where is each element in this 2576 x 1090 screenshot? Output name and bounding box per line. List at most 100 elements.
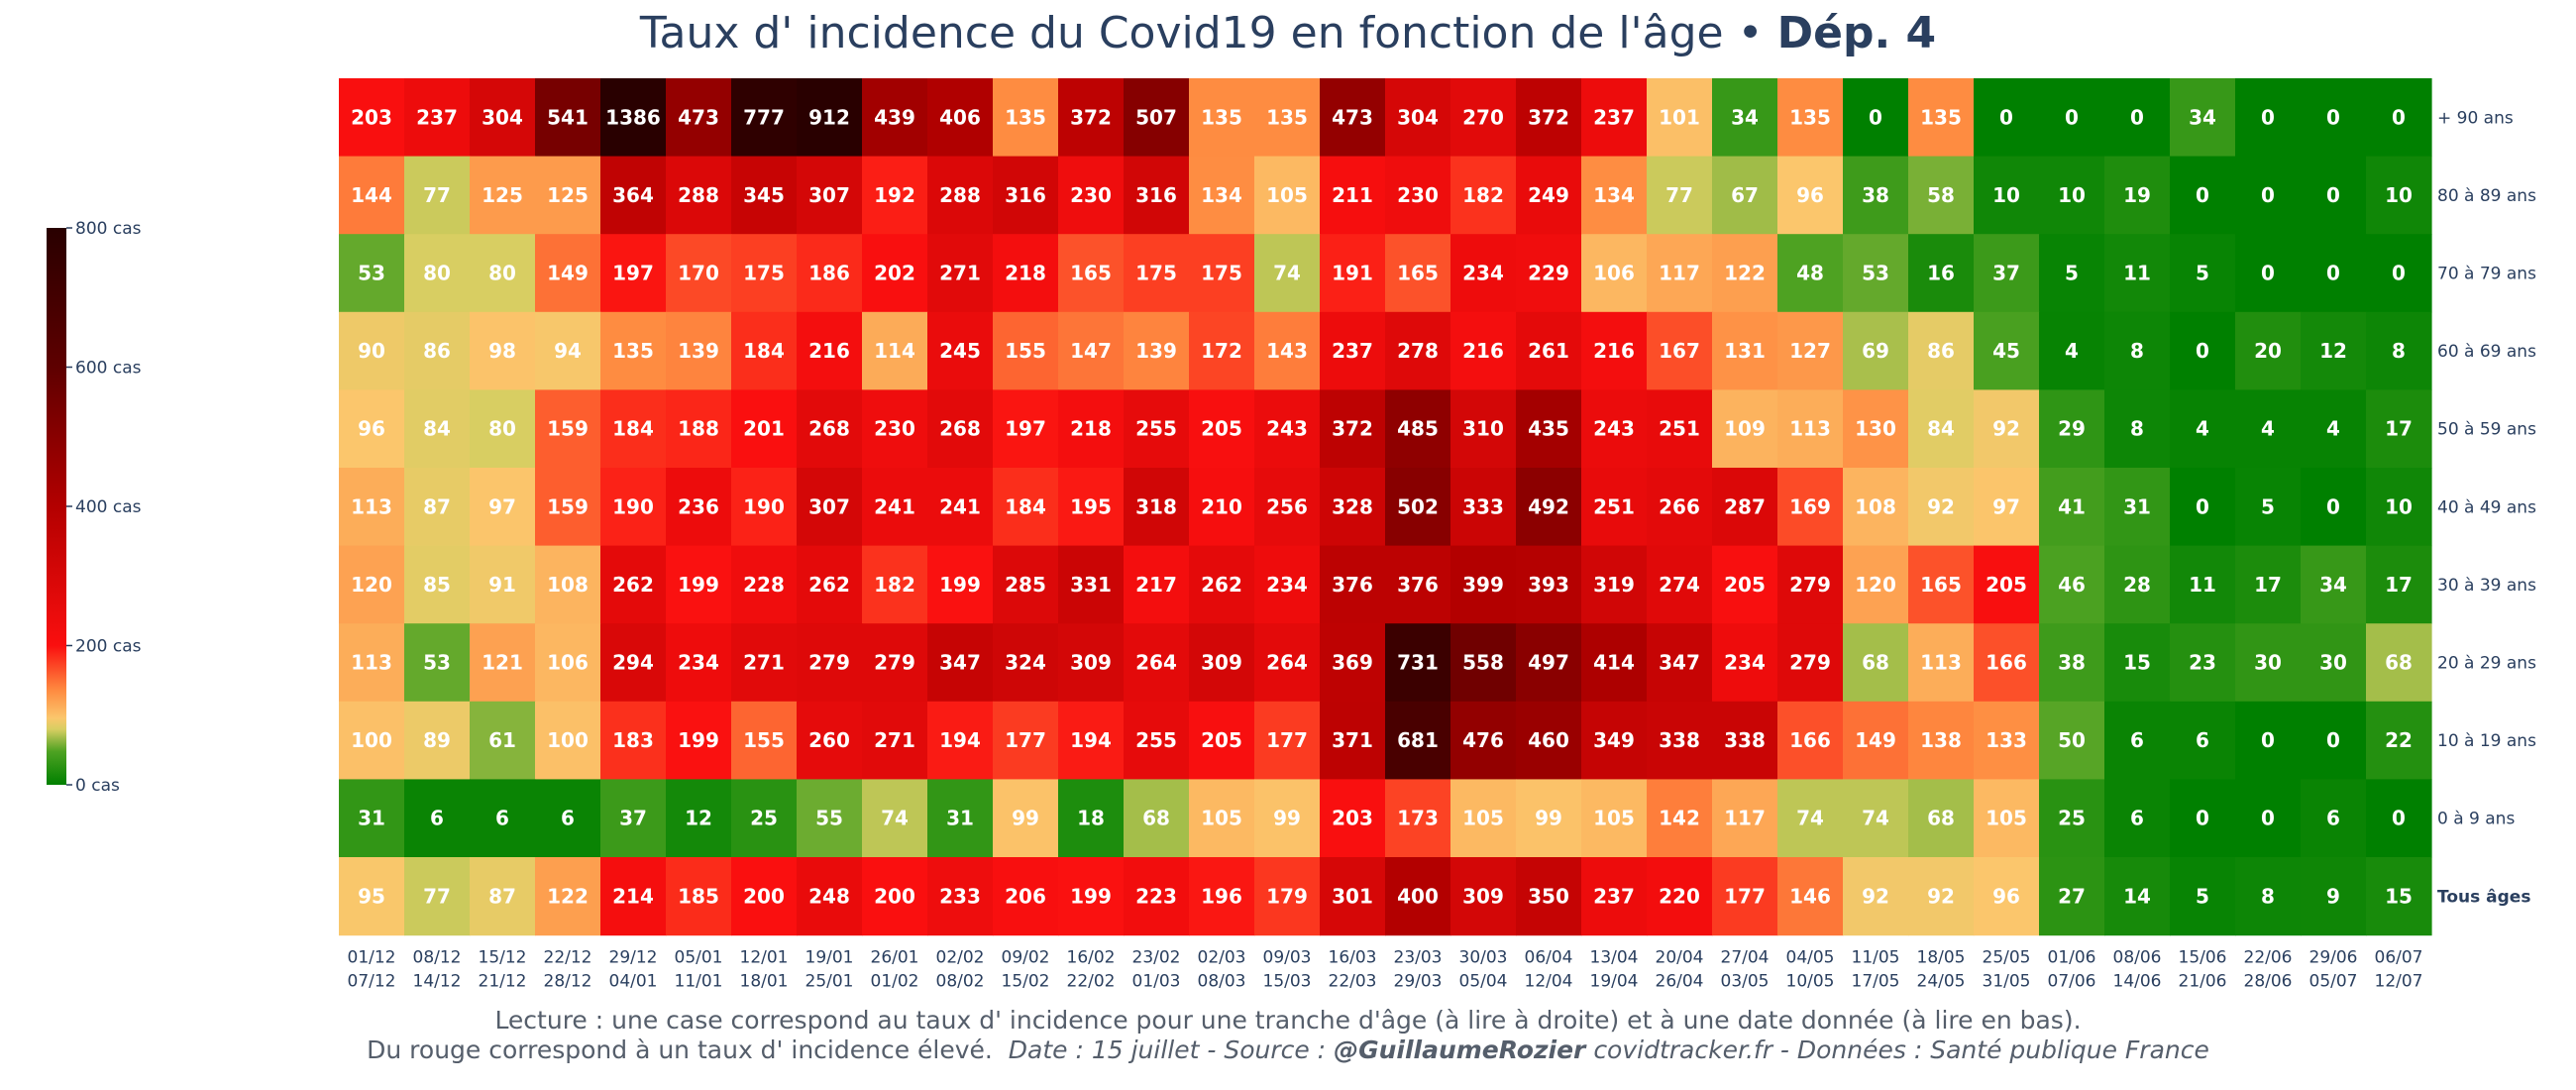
heatmap-cell <box>2039 857 2105 936</box>
cell-value-label: 347 <box>939 651 981 675</box>
cell-value-label: 216 <box>1593 339 1635 363</box>
cell-value-label: 34 <box>1731 105 1759 129</box>
cell-value-label: 11 <box>2123 262 2151 285</box>
cell-value-label: 80 <box>488 262 516 285</box>
heatmap-cell <box>2366 857 2432 936</box>
cell-value-label: 203 <box>351 105 392 129</box>
heatmap-cell <box>470 234 536 313</box>
x-tick-label: 18/05 24/05 <box>1917 948 1966 992</box>
cell-value-label: 105 <box>1266 183 1308 207</box>
cell-value-label: 406 <box>939 105 981 129</box>
cell-value-label: 37 <box>1992 262 2020 285</box>
heatmap-cell <box>1581 701 1648 780</box>
heatmap-cell <box>404 234 471 313</box>
cell-value-label: 229 <box>1528 262 1569 285</box>
heatmap-cell <box>1777 78 1844 158</box>
heatmap-cell <box>993 78 1059 158</box>
cell-value-label: 114 <box>874 339 915 363</box>
cell-value-label: 0 <box>2326 494 2340 518</box>
heatmap-cell <box>2039 701 2105 780</box>
cell-value-label: 6 <box>2130 728 2144 752</box>
heatmap-cell <box>535 311 601 390</box>
cell-value-label: 271 <box>939 262 981 285</box>
cell-value-label: 0 <box>2065 105 2079 129</box>
heatmap-cell <box>470 389 536 469</box>
heatmap-cell <box>470 545 536 624</box>
heatmap-cell <box>1058 78 1125 158</box>
cell-value-label: 279 <box>1789 573 1831 597</box>
heatmap-cell <box>797 156 863 235</box>
cell-value-label: 58 <box>1927 183 1955 207</box>
x-tick-label: 01/06 07/06 <box>2048 948 2096 992</box>
heatmap-cell <box>404 623 471 703</box>
heatmap-cell <box>2170 701 2236 780</box>
heatmap-cell <box>1254 389 1321 469</box>
heatmap-cell <box>2301 78 2367 158</box>
cell-value-label: 105 <box>1201 807 1242 830</box>
cell-value-label: 184 <box>612 417 654 441</box>
cell-value-label: 507 <box>1135 105 1177 129</box>
cell-value-label: 94 <box>554 339 582 363</box>
cell-value-label: 135 <box>1201 105 1242 129</box>
cell-value-label: 99 <box>1535 807 1562 830</box>
cell-value-label: 131 <box>1724 339 1766 363</box>
heatmap-cell <box>1385 623 1451 703</box>
cell-value-label: 216 <box>1462 339 1504 363</box>
cell-value-label: 304 <box>482 105 523 129</box>
heatmap-cell <box>1516 78 1582 158</box>
heatmap-cell <box>1189 311 1255 390</box>
heatmap-cell <box>797 701 863 780</box>
cell-value-label: 0 <box>2261 728 2275 752</box>
cell-value-label: 122 <box>547 884 589 908</box>
heatmap-cell <box>1254 311 1321 390</box>
cell-value-label: 5 <box>2196 262 2209 285</box>
heatmap-cell <box>1712 779 1778 858</box>
heatmap-cell <box>1450 623 1517 703</box>
heatmap-cell <box>1581 311 1648 390</box>
cell-value-label: 20 <box>2254 339 2282 363</box>
cell-value-label: 97 <box>1992 494 2020 518</box>
heatmap-cell <box>2366 78 2432 158</box>
heatmap-cell <box>731 623 798 703</box>
cell-value-label: 105 <box>1986 807 2027 830</box>
y-tick-label: 80 à 89 ans <box>2437 186 2536 206</box>
cell-value-label: 372 <box>1332 417 1373 441</box>
cell-value-label: 96 <box>1796 183 1824 207</box>
heatmap-cell <box>2301 311 2367 390</box>
cell-value-label: 92 <box>1927 884 1955 908</box>
heatmap-cell <box>535 156 601 235</box>
heatmap-cell <box>339 857 405 936</box>
heatmap-cell <box>862 78 928 158</box>
heatmap-cell <box>1974 701 2040 780</box>
heatmap-cell <box>2104 857 2171 936</box>
cell-value-label: 194 <box>939 728 981 752</box>
heatmap-cell <box>2301 389 2367 469</box>
y-tick-label: Tous âges <box>2437 887 2530 907</box>
cell-value-label: 399 <box>1462 573 1504 597</box>
heatmap-cell <box>535 78 601 158</box>
heatmap-cell <box>2039 78 2105 158</box>
heatmap-cell <box>470 311 536 390</box>
cell-value-label: 149 <box>547 262 589 285</box>
heatmap-cell <box>1058 701 1125 780</box>
cell-value-label: 17 <box>2254 573 2282 597</box>
cell-value-label: 77 <box>423 884 451 908</box>
heatmap-cell <box>1450 311 1517 390</box>
y-axis-labels: + 90 ans 80 à 89 ans 70 à 79 ans 60 à 69 an… <box>2437 108 2536 907</box>
cell-value-label: 307 <box>808 183 850 207</box>
heatmap-cell <box>1843 545 1909 624</box>
heatmap-cell <box>1124 623 1190 703</box>
heatmap-cell <box>1058 156 1125 235</box>
heatmap-cell <box>731 78 798 158</box>
cell-value-label: 77 <box>1665 183 1693 207</box>
heatmap-cell <box>1712 701 1778 780</box>
heatmap-cell <box>1516 468 1582 547</box>
cell-value-label: 53 <box>1862 262 1889 285</box>
heatmap-cell <box>2301 234 2367 313</box>
cell-value-label: 106 <box>547 651 589 675</box>
cell-value-label: 117 <box>1659 262 1700 285</box>
cell-value-label: 460 <box>1528 728 1569 752</box>
heatmap-cell <box>1320 234 1386 313</box>
x-tick-label: 22/12 28/12 <box>544 948 592 992</box>
heatmap-cell <box>2170 156 2236 235</box>
